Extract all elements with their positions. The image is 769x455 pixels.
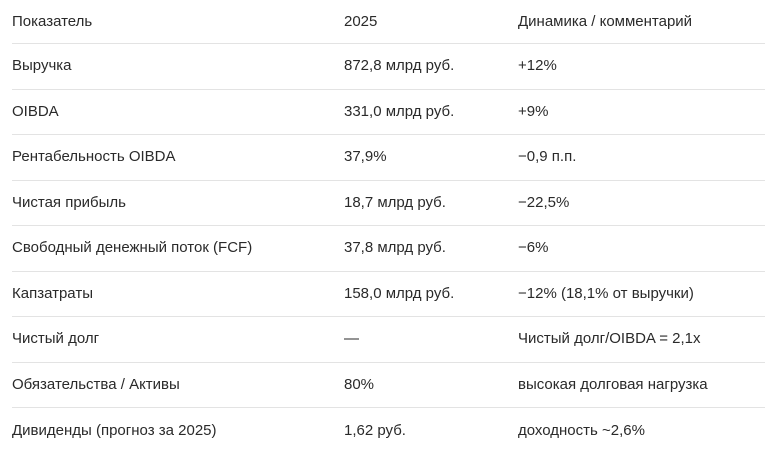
table-row-net-debt: Чистый долг — Чистый долг/OIBDA = 2,1x: [12, 317, 765, 363]
row-indicator: Обязательства / Активы: [12, 375, 180, 393]
header-indicator: Показатель: [12, 12, 93, 30]
row-value: 158,0 млрд руб.: [344, 284, 455, 302]
row-indicator: OIBDA: [12, 102, 59, 120]
row-comment: +9%: [518, 102, 549, 120]
row-comment: доходность ~2,6%: [518, 421, 645, 439]
row-comment: −6%: [518, 239, 549, 257]
row-value: 37,8 млрд руб.: [344, 239, 446, 257]
row-comment: −22,5%: [518, 193, 570, 211]
row-comment: −0,9 п.п.: [518, 148, 577, 166]
table-row-liabilities-assets: Обязательства / Активы 80% высокая долго…: [12, 363, 765, 408]
table-row-dividends: Дивиденды (прогноз за 2025) 1,62 руб. до…: [12, 408, 765, 454]
row-indicator: Свободный денежный поток (FCF): [12, 239, 253, 257]
table-row-capex: Капзатраты 158,0 млрд руб. −12% (18,1% о…: [12, 272, 765, 317]
header-dynamics-comment: Динамика / комментарий: [518, 12, 693, 30]
row-comment: −12% (18,1% от выручки): [518, 284, 694, 302]
table-header-row: Показатель 2025 Динамика / комментарий: [12, 0, 765, 44]
table-row-revenue: Выручка 872,8 млрд руб. +12%: [12, 44, 765, 90]
row-value: 872,8 млрд руб.: [344, 57, 455, 75]
header-year-2025: 2025: [344, 12, 378, 30]
row-value: —: [344, 330, 359, 348]
row-indicator: Рентабельность OIBDA: [12, 148, 176, 166]
table-row-fcf: Свободный денежный поток (FCF) 37,8 млрд…: [12, 226, 765, 272]
row-comment: высокая долговая нагрузка: [518, 375, 708, 393]
row-value: 37,9%: [344, 148, 387, 166]
row-comment: +12%: [518, 57, 557, 75]
row-value: 331,0 млрд руб.: [344, 102, 455, 120]
row-value: 1,62 руб.: [344, 421, 406, 439]
table-row-oibda-margin: Рентабельность OIBDA 37,9% −0,9 п.п.: [12, 135, 765, 181]
table-row-oibda: OIBDA 331,0 млрд руб. +9%: [12, 90, 765, 135]
row-indicator: Чистая прибыль: [12, 193, 126, 211]
table-row-net-profit: Чистая прибыль 18,7 млрд руб. −22,5%: [12, 181, 765, 226]
row-indicator: Капзатраты: [12, 284, 93, 302]
row-indicator: Дивиденды (прогноз за 2025): [12, 421, 217, 439]
row-value: 80%: [344, 375, 375, 393]
row-indicator: Выручка: [12, 57, 72, 75]
row-comment: Чистый долг/OIBDA = 2,1x: [518, 330, 701, 348]
row-indicator: Чистый долг: [12, 330, 100, 348]
row-value: 18,7 млрд руб.: [344, 193, 446, 211]
